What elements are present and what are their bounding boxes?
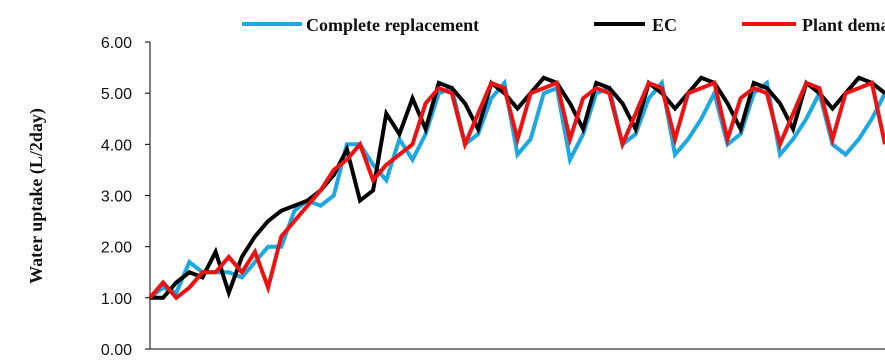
legend-label-1: Complete replacement — [306, 15, 479, 35]
axes — [149, 42, 885, 350]
series-layer — [148, 75, 885, 301]
y-axis-title: Water uptake (L/2day) — [26, 108, 47, 284]
y-tick-label: 0.00 — [101, 342, 132, 359]
y-tick-label: 3.00 — [101, 189, 132, 206]
y-tick-label: 6.00 — [101, 35, 132, 52]
legend-item-3: Plant demand — [742, 15, 885, 35]
y-tick-label: 4.00 — [101, 137, 132, 154]
y-tick-label: 2.00 — [101, 240, 132, 257]
series-line-2 — [150, 75, 885, 300]
legend-item-2: EC — [594, 15, 677, 35]
legend-label-3: Plant demand — [802, 15, 885, 35]
y-tick-label: 5.00 — [101, 86, 132, 103]
y-axis-ticks: 0.00 1.00 2.00 3.00 4.00 5.00 6.00 — [101, 35, 150, 359]
legend: Complete replacement EC Plant demand — [242, 15, 885, 35]
y-tick-label: 1.00 — [101, 291, 132, 308]
legend-label-2: EC — [652, 15, 677, 35]
legend-item-1: Complete replacement — [242, 15, 479, 35]
series-line-3 — [148, 80, 885, 301]
